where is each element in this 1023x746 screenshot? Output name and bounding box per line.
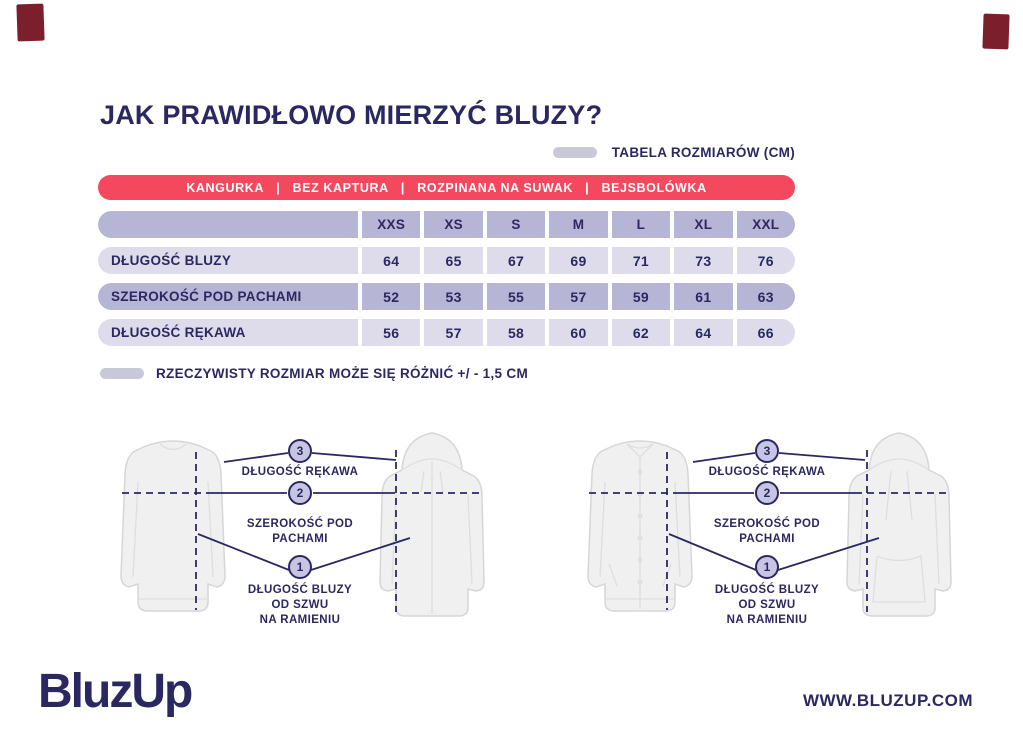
cell-value: 62 xyxy=(611,319,671,346)
corner-accent-top-right xyxy=(982,13,1010,50)
marker-3-label: DŁUGOŚĆ RĘKAWA xyxy=(241,466,359,478)
cell-value: 66 xyxy=(736,319,795,346)
cell-value: 63 xyxy=(736,283,795,310)
tolerance-note: RZECZYWISTY ROZMIAR MOŻE SIĘ RÓŻNIĆ +/ -… xyxy=(156,366,528,381)
cell-value: 52 xyxy=(362,283,421,310)
cell-value: 76 xyxy=(736,247,795,274)
marker-1-label: DŁUGOŚĆ BLUZY OD SZWU NA RAMIENIU xyxy=(714,584,820,627)
cell-value: 57 xyxy=(549,283,608,310)
corner-accent-top-left xyxy=(16,3,45,42)
marker-1-label: DŁUGOŚĆ BLUZY OD SZWU NA RAMIENIU xyxy=(247,584,353,627)
crewneck-sweatshirt-shape xyxy=(120,440,226,612)
table-row-width: SZEROKOŚĆ POD PACHAMI 52 53 55 57 59 61 … xyxy=(98,283,795,310)
marker-3-label: DŁUGOŚĆ RĘKAWA xyxy=(708,466,826,478)
diagram-right-illustration xyxy=(587,432,952,617)
website-url: WWW.BLUZUP.COM xyxy=(802,691,973,710)
row-label: SZEROKOŚĆ POD PACHAMI xyxy=(98,283,358,310)
cell-value: 67 xyxy=(486,247,546,274)
cell-value: 69 xyxy=(549,247,608,274)
caption-pill-icon xyxy=(552,146,597,158)
cell-value: 60 xyxy=(549,319,608,346)
cell-value: 55 xyxy=(486,283,546,310)
header-col-s: S xyxy=(486,211,546,238)
table-row-length: DŁUGOŚĆ BLUZY 64 65 67 69 71 73 76 xyxy=(98,247,795,274)
note-pill-icon xyxy=(100,368,144,379)
cell-value: 57 xyxy=(424,319,483,346)
header-col-l: L xyxy=(611,211,671,238)
category-banner: KANGURKA | BEZ KAPTURA | ROZPINANA NA SU… xyxy=(98,175,795,200)
cell-value: 56 xyxy=(362,319,421,346)
measure-diagram-right: 3 DŁUGOŚĆ RĘKAWA 2 SZEROKOŚĆ POD PACHAMI… xyxy=(575,424,963,642)
header-col-xl: XL xyxy=(674,211,733,238)
table-caption-row: TABELA ROZMIARÓW (CM) xyxy=(98,142,795,162)
size-table-header-row: XXS XS S M L XL XXL xyxy=(98,211,795,238)
header-col-xs: XS xyxy=(424,211,483,238)
table-caption: TABELA ROZMIARÓW (CM) xyxy=(611,144,795,160)
cell-value: 64 xyxy=(674,319,733,346)
tolerance-note-row: RZECZYWISTY ROZMIAR MOŻE SIĘ RÓŻNIĆ +/ -… xyxy=(100,366,528,381)
category-banner-text: KANGURKA | BEZ KAPTURA | ROZPINANA NA SU… xyxy=(186,180,707,195)
cell-value: 64 xyxy=(362,247,421,274)
marker-3: 3 xyxy=(288,439,312,463)
row-label: DŁUGOŚĆ RĘKAWA xyxy=(98,319,358,346)
cell-value: 59 xyxy=(611,283,671,310)
page-title: JAK PRAWIDŁOWO MIERZYĆ BLUZY? xyxy=(100,100,603,130)
header-col-m: M xyxy=(549,211,608,238)
measure-diagram-left: 3 DŁUGOŚĆ RĘKAWA 2 SZEROKOŚĆ POD PACHAMI… xyxy=(108,424,496,642)
row-label: DŁUGOŚĆ BLUZY xyxy=(98,247,358,274)
marker-1: 1 xyxy=(288,555,312,579)
brand-logo: BluzUp xyxy=(38,665,193,718)
marker-2-label: SZEROKOŚĆ POD PACHAMI xyxy=(713,518,821,546)
marker-1: 1 xyxy=(755,555,779,579)
header-empty-cell xyxy=(98,211,358,238)
diagram-left-illustration xyxy=(120,432,485,617)
cell-value: 73 xyxy=(674,247,733,274)
cell-value: 61 xyxy=(674,283,733,310)
cell-value: 65 xyxy=(424,247,483,274)
marker-2: 2 xyxy=(755,481,779,505)
header-col-xxs: XXS xyxy=(362,211,421,238)
marker-2-label: SZEROKOŚĆ POD PACHAMI xyxy=(246,518,354,546)
cell-value: 53 xyxy=(424,283,483,310)
table-row-sleeve: DŁUGOŚĆ RĘKAWA 56 57 58 60 62 64 66 xyxy=(98,319,795,346)
marker-2: 2 xyxy=(288,481,312,505)
size-table: XXS XS S M L XL XXL DŁUGOŚĆ BLUZY 64 65 … xyxy=(98,211,795,355)
pullover-hoodie-shape xyxy=(846,432,952,617)
cell-value: 58 xyxy=(486,319,546,346)
cell-value: 71 xyxy=(611,247,671,274)
header-col-xxl: XXL xyxy=(736,211,795,238)
marker-3: 3 xyxy=(755,439,779,463)
